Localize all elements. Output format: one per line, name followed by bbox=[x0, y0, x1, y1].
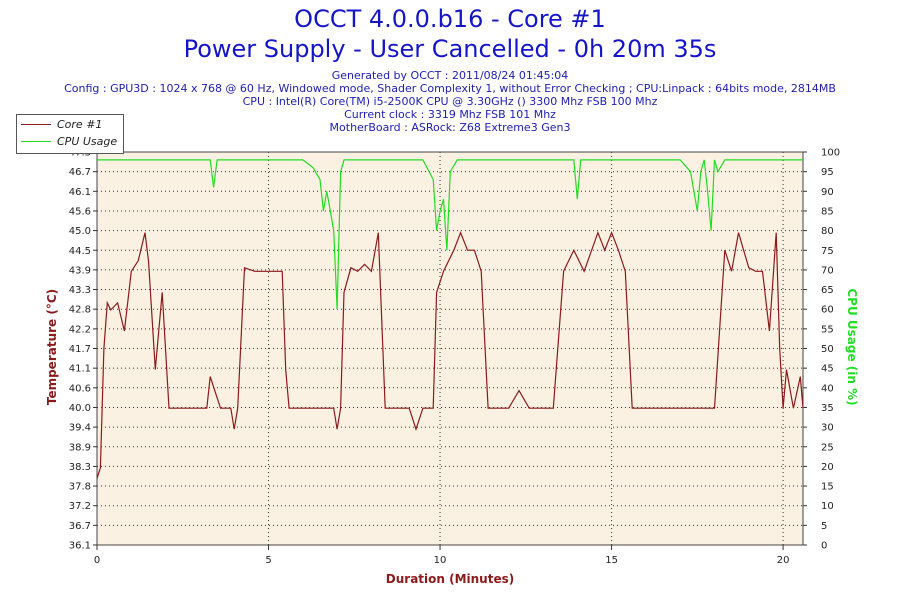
info-motherboard: MotherBoard : ASRock: Z68 Extreme3 Gen3 bbox=[329, 121, 571, 134]
chart-title: OCCT 4.0.0.b16 - Core #1 bbox=[294, 5, 606, 33]
plot-border bbox=[96, 151, 804, 546]
series-line-cpu-usage bbox=[97, 159, 803, 310]
y-left-tick-label: 46.7 bbox=[69, 167, 91, 178]
y-right-tick-label: 45 bbox=[821, 364, 834, 375]
y-right-tick-label: 5 bbox=[821, 521, 827, 532]
y-left-tick-label: 46.1 bbox=[69, 187, 91, 198]
y-axis-right-label: CPU Usage (in %) bbox=[845, 288, 859, 406]
y-left-tick-label: 45.6 bbox=[69, 206, 91, 217]
y-left-tick-label: 43.9 bbox=[69, 265, 91, 276]
y-right-tick-label: 85 bbox=[821, 206, 834, 217]
y-right-tick-label: 20 bbox=[821, 462, 834, 473]
x-tick-label: 5 bbox=[265, 555, 271, 566]
y-right-tick-label: 55 bbox=[821, 324, 834, 335]
y-right-tick-label: 0 bbox=[821, 541, 827, 552]
y-right-tick-label: 80 bbox=[821, 226, 834, 237]
series-line-core-temp bbox=[96, 230, 804, 479]
y-left-tick-label: 38.9 bbox=[69, 442, 91, 453]
chart-subtitle: Power Supply - User Cancelled - 0h 20m 3… bbox=[183, 35, 717, 63]
y-right-tick-label: 65 bbox=[821, 285, 834, 296]
y-left-tick-label: 37.8 bbox=[69, 482, 91, 493]
x-tick-label: 15 bbox=[605, 555, 618, 566]
legend-swatch-core bbox=[21, 124, 51, 125]
y-right-tick-label: 75 bbox=[821, 246, 834, 257]
y-left-tick-label: 36.7 bbox=[69, 521, 91, 532]
y-left-tick-label: 43.3 bbox=[69, 285, 91, 296]
x-axis-label: Duration (Minutes) bbox=[385, 572, 515, 586]
y-right-tick-label: 100 bbox=[821, 148, 840, 159]
y-left-tick-label: 45.0 bbox=[69, 226, 91, 237]
info-generated: Generated by OCCT : 2011/08/24 01:45:04 bbox=[331, 69, 569, 82]
y-left-tick-label: 41.7 bbox=[69, 344, 91, 355]
legend-label-cpu: CPU Usage bbox=[57, 135, 118, 148]
y-right-tick-label: 15 bbox=[821, 482, 834, 493]
y-left-tick-label: 37.2 bbox=[69, 501, 91, 512]
y-right-tick-label: 90 bbox=[821, 187, 834, 198]
y-right-tick-label: 95 bbox=[821, 167, 834, 178]
info-config: Config : GPU3D : 1024 x 768 @ 60 Hz, Win… bbox=[64, 82, 836, 95]
info-cpu: CPU : Intel(R) Core(TM) i5-2500K CPU @ 3… bbox=[242, 95, 658, 108]
x-tick-label: 0 bbox=[94, 555, 100, 566]
y-right-tick-label: 30 bbox=[821, 423, 834, 434]
y-left-tick-label: 40.0 bbox=[69, 403, 91, 414]
y-left-tick-label: 39.4 bbox=[69, 423, 91, 434]
info-clock: Current clock : 3319 Mhz FSB 101 Mhz bbox=[344, 108, 556, 121]
x-tick-label: 10 bbox=[434, 555, 447, 566]
y-left-tick-label: 41.1 bbox=[69, 364, 91, 375]
x-tick-label: 20 bbox=[777, 555, 790, 566]
y-right-tick-label: 25 bbox=[821, 442, 834, 453]
y-right-tick-label: 60 bbox=[821, 305, 834, 316]
legend-swatch-cpu bbox=[21, 141, 51, 142]
legend: Core #1 CPU Usage bbox=[16, 114, 124, 154]
y-left-tick-label: 38.3 bbox=[69, 462, 91, 473]
y-left-tick-label: 42.8 bbox=[69, 305, 91, 316]
y-right-tick-label: 70 bbox=[821, 265, 834, 276]
y-right-tick-label: 50 bbox=[821, 344, 834, 355]
y-left-tick-label: 40.6 bbox=[69, 383, 91, 394]
y-left-tick-label: 36.1 bbox=[69, 541, 91, 552]
y-left-tick-label: 44.5 bbox=[69, 246, 91, 257]
y-axis-left-label: Temperature (°C) bbox=[45, 288, 59, 406]
legend-label-core: Core #1 bbox=[57, 118, 103, 131]
y-right-tick-label: 40 bbox=[821, 383, 834, 394]
y-left-tick-label: 42.2 bbox=[69, 324, 91, 335]
y-right-tick-label: 10 bbox=[821, 501, 834, 512]
y-right-tick-label: 35 bbox=[821, 403, 834, 414]
